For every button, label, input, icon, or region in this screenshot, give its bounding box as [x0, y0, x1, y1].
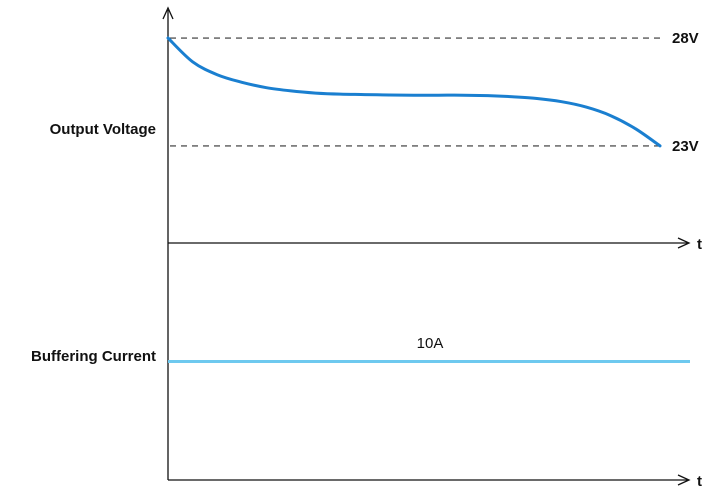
- buffering-current-label: Buffering Current: [31, 348, 156, 365]
- reference-label-28v: 28V: [672, 30, 699, 47]
- y-axis-arrow: [162, 6, 174, 20]
- x-axis-bottom-label: t: [697, 473, 702, 490]
- x-axis-top-arrow: [677, 237, 691, 249]
- reference-label-23v: 23V: [672, 138, 699, 155]
- current-annotation: 10A: [417, 335, 444, 352]
- output-voltage-label: Output Voltage: [50, 121, 156, 138]
- voltage-series-line: [166, 36, 662, 148]
- x-axis-top-label: t: [697, 236, 702, 253]
- x-axis-bottom-arrow: [677, 474, 691, 486]
